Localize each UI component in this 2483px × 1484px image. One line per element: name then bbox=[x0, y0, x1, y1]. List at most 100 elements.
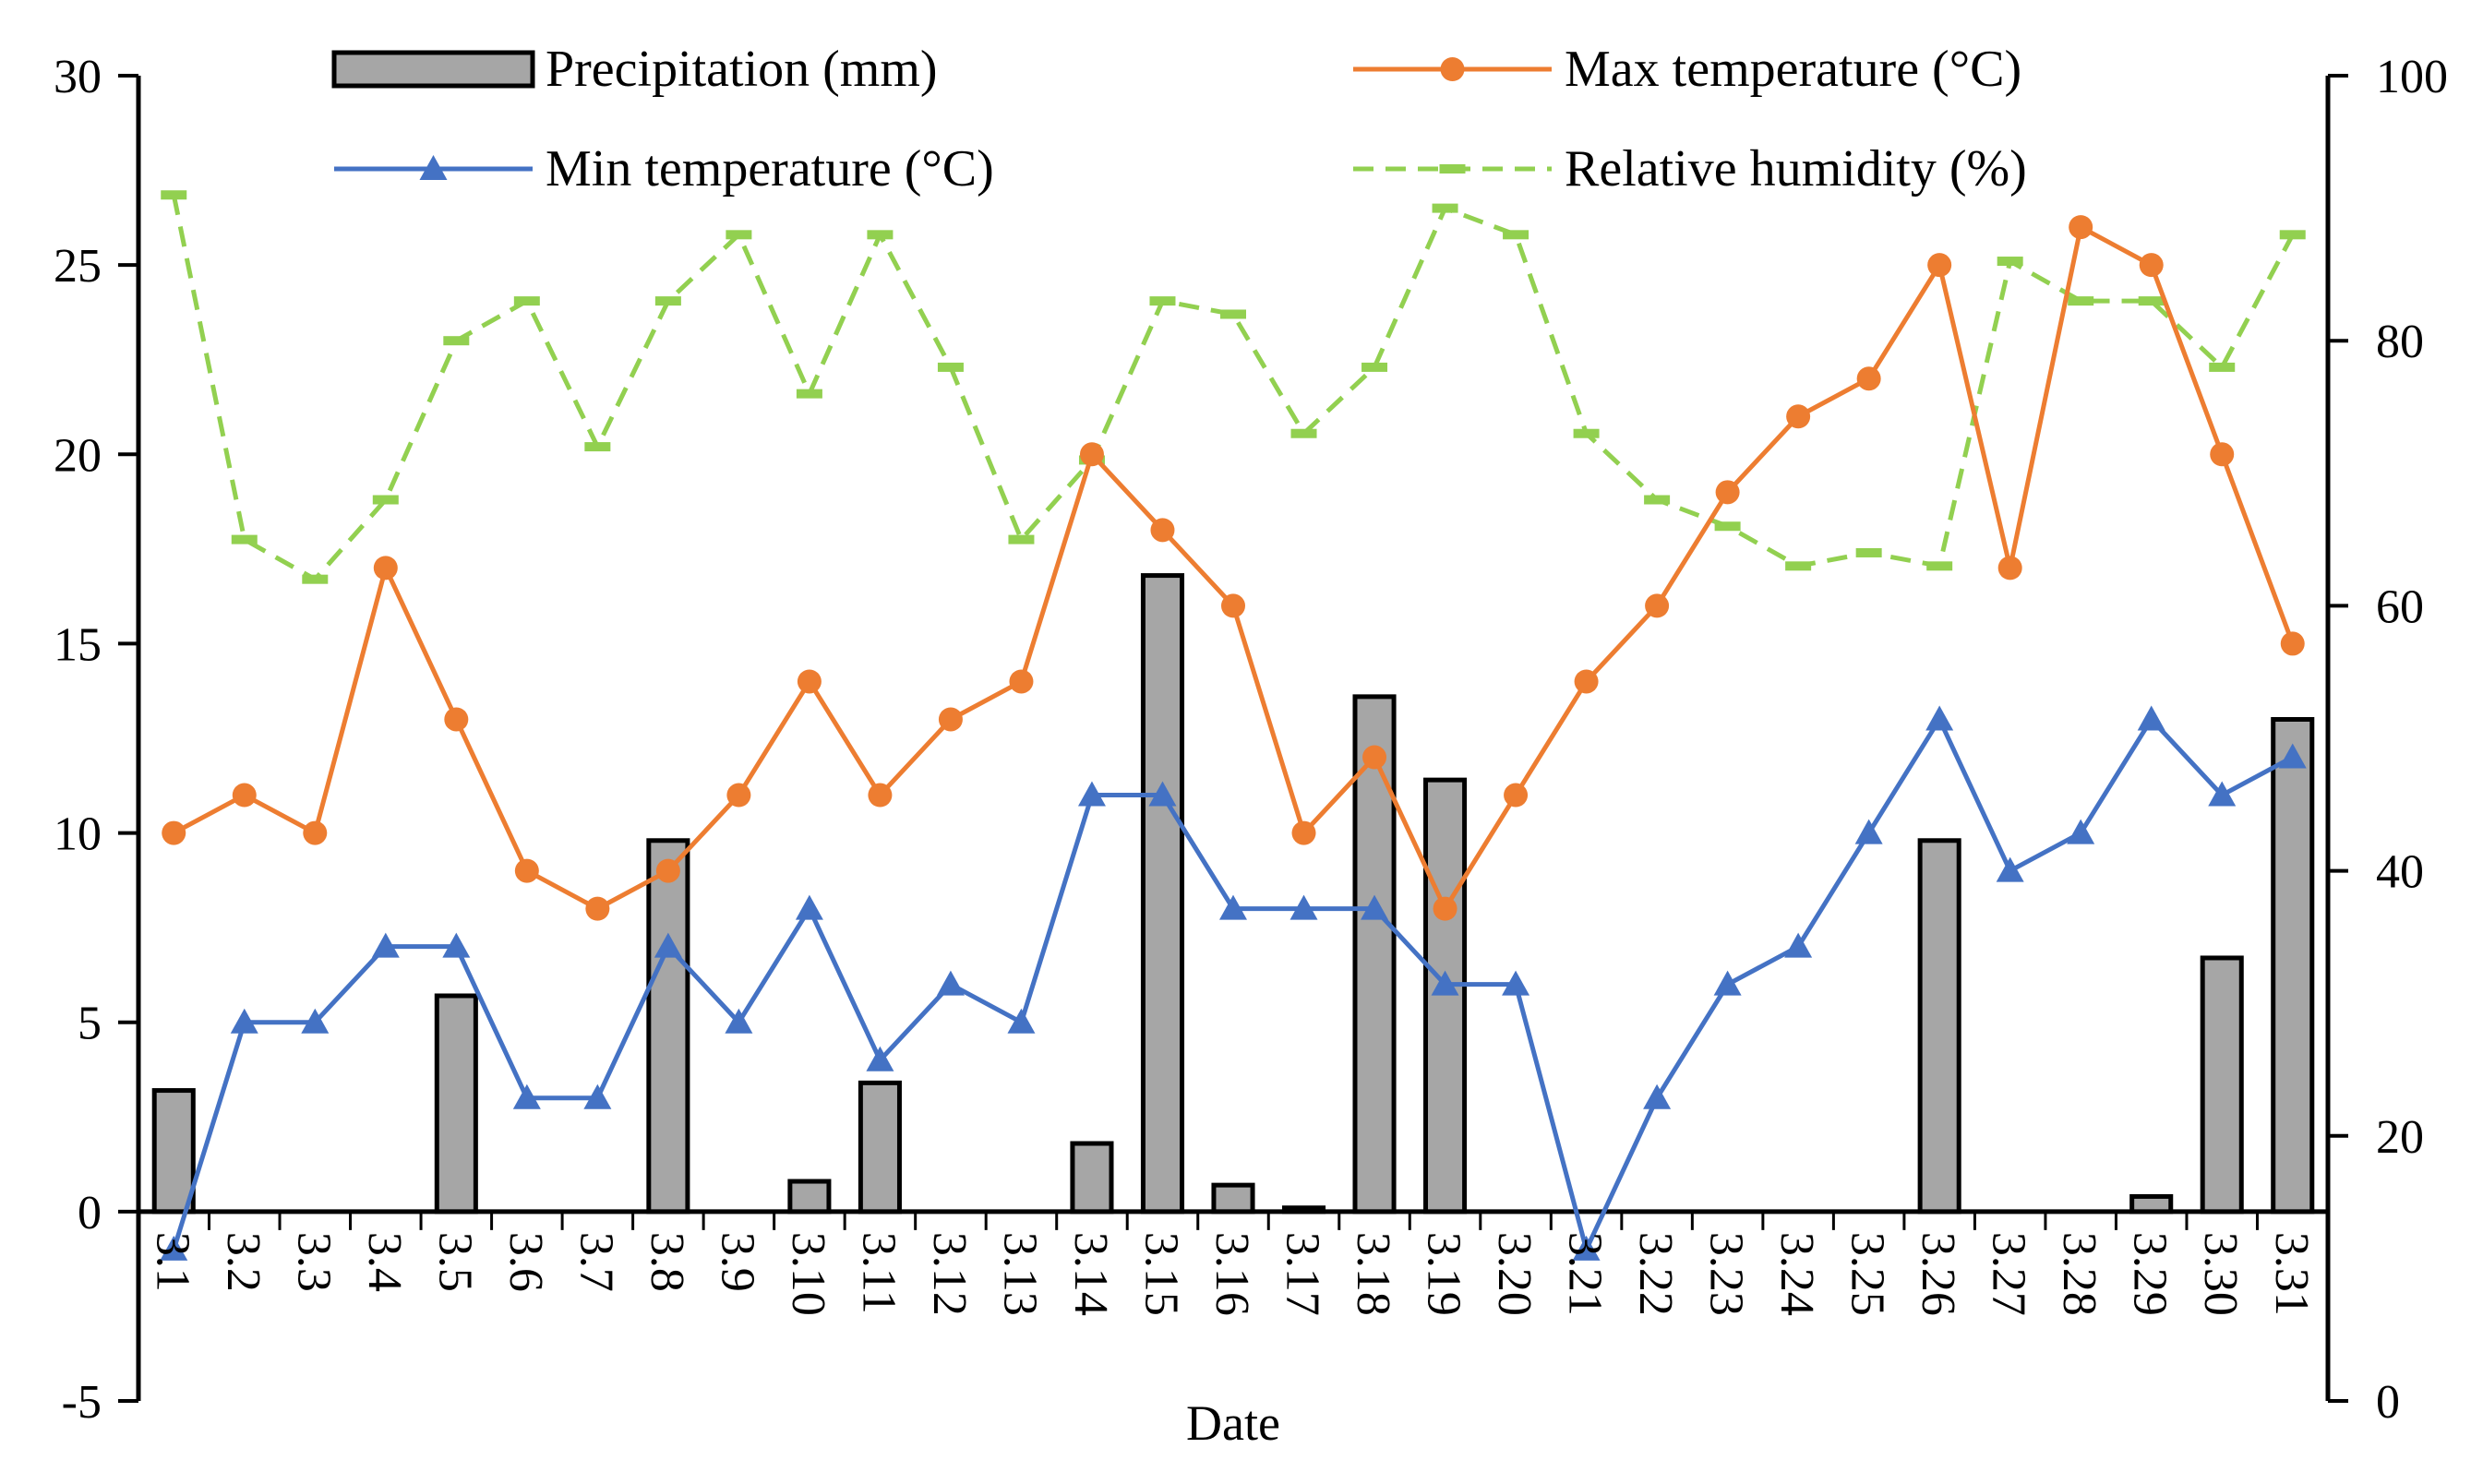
x-axis-tick-label: 3.8 bbox=[641, 1232, 693, 1292]
max-temp-point bbox=[514, 858, 539, 883]
series-3 bbox=[161, 190, 2306, 584]
right-axis-tick-label: 40 bbox=[2376, 846, 2424, 899]
precipitation-bar bbox=[1211, 1182, 1255, 1215]
x-axis-tick-label: 3.22 bbox=[1629, 1232, 1682, 1316]
humidity-point bbox=[1149, 296, 1176, 306]
max-temp-point bbox=[1997, 556, 2022, 580]
min-temp-point bbox=[2067, 819, 2095, 844]
max-temp-point bbox=[2280, 631, 2305, 656]
left-axis-tick-label: 25 bbox=[54, 240, 102, 293]
humidity-point bbox=[2138, 296, 2165, 306]
right-axis-tick-label: 80 bbox=[2376, 316, 2424, 368]
left-axis-tick-label: 30 bbox=[54, 51, 102, 103]
min-temp-point bbox=[301, 1008, 330, 1034]
max-temp-point bbox=[1440, 57, 1465, 81]
humidity-point bbox=[1644, 495, 1671, 505]
min-temp-point bbox=[1854, 819, 1883, 844]
precipitation-bar bbox=[858, 1080, 902, 1215]
right-axis-tick-label: 100 bbox=[2376, 51, 2448, 103]
x-axis-tick-label: 3.6 bbox=[499, 1232, 552, 1292]
legend-item: Min temperature (°C) bbox=[334, 140, 994, 197]
min-temp-point bbox=[419, 155, 448, 180]
line-series bbox=[160, 190, 2307, 1261]
humidity-point bbox=[1432, 203, 1458, 213]
right-axis-tick-label: 60 bbox=[2376, 580, 2424, 633]
left-axis-tick-label: 15 bbox=[54, 618, 102, 671]
humidity-point bbox=[726, 230, 752, 240]
x-axis-tick-label: 3.18 bbox=[1347, 1232, 1399, 1316]
max-temp-point bbox=[2139, 253, 2164, 278]
legend: Precipitation (mm) Max temperature (°C) Mi… bbox=[331, 41, 2027, 197]
x-axis-tick-labels: 3.1 3.2 3.3 3.4 3.5 3.6 3.7 3.8 3.9 3.10 3.11 3.12 3… bbox=[146, 1232, 2317, 1316]
max-temp-point bbox=[2210, 442, 2235, 467]
x-axis-tick-label: 3.14 bbox=[1064, 1232, 1117, 1316]
humidity-point bbox=[1785, 561, 1812, 571]
max-temp-point bbox=[1291, 820, 1316, 845]
precipitation-bar bbox=[2200, 955, 2244, 1215]
min-temp-point bbox=[936, 970, 965, 996]
humidity-point bbox=[302, 574, 329, 584]
min-temp-point bbox=[1643, 1083, 1672, 1109]
precipitation-bar bbox=[434, 993, 478, 1215]
precipitation-bar bbox=[2271, 716, 2315, 1215]
x-axis-tick-label: 3.23 bbox=[1700, 1232, 1753, 1316]
max-temp-point bbox=[1079, 442, 1104, 467]
max-temp-point bbox=[2069, 215, 2093, 240]
x-axis-tick-label: 3.5 bbox=[428, 1232, 481, 1292]
precipitation-bar bbox=[1281, 1205, 1326, 1215]
legend-label: Precipitation (mm) bbox=[546, 41, 938, 98]
max-temp-point bbox=[1786, 404, 1811, 429]
humidity-point bbox=[1220, 309, 1246, 319]
legend-label: Max temperature (°C) bbox=[1565, 41, 2021, 98]
right-axis-tick-label: 0 bbox=[2376, 1376, 2400, 1429]
min-temp-point bbox=[1077, 781, 1106, 807]
min-temp-point bbox=[583, 1083, 612, 1109]
x-axis-tick-label: 3.30 bbox=[2194, 1232, 2247, 1316]
legend-item: Relative humidity (%) bbox=[1353, 140, 2027, 197]
min-temp-point bbox=[1502, 970, 1530, 996]
x-axis-tick-label: 3.10 bbox=[782, 1232, 834, 1316]
humidity-point bbox=[372, 495, 399, 505]
max-temp-point bbox=[1715, 480, 1740, 505]
legend-swatch bbox=[331, 50, 535, 89]
x-axis-tick-label: 3.1 bbox=[146, 1232, 198, 1292]
left-axis-tick-label: 0 bbox=[78, 1187, 102, 1239]
x-axis-tick-label: 3.7 bbox=[570, 1232, 622, 1292]
humidity-point bbox=[1290, 428, 1317, 438]
min-temp-point bbox=[2208, 781, 2237, 807]
humidity-point bbox=[1855, 547, 1882, 557]
x-axis-tick-label: 3.19 bbox=[1418, 1232, 1470, 1316]
humidity-point bbox=[584, 442, 611, 452]
max-temp-point bbox=[868, 783, 893, 808]
max-temp-point bbox=[1362, 745, 1387, 770]
x-axis-tick-label: 3.24 bbox=[1770, 1232, 1823, 1316]
series-1 bbox=[162, 215, 2305, 921]
precipitation-bar bbox=[1423, 777, 1468, 1215]
humidity-point bbox=[513, 296, 540, 306]
left-axis-tick-label: 5 bbox=[78, 998, 102, 1050]
right-axis-tick-label: 20 bbox=[2376, 1111, 2424, 1164]
x-axis-title: Date bbox=[1186, 1395, 1280, 1451]
max-temp-point bbox=[232, 783, 257, 808]
precipitation-bar bbox=[151, 1088, 196, 1215]
legend-label: Min temperature (°C) bbox=[546, 140, 994, 197]
max-temp-point bbox=[1009, 669, 1034, 694]
x-axis-tick-label: 3.17 bbox=[1277, 1232, 1329, 1316]
humidity-point bbox=[1008, 534, 1035, 545]
max-temp-point bbox=[1856, 366, 1881, 391]
x-axis-tick-label: 3.2 bbox=[217, 1232, 270, 1292]
max-temp-point bbox=[1645, 593, 1670, 618]
min-temp-point bbox=[1572, 1235, 1601, 1261]
humidity-point bbox=[1503, 230, 1529, 240]
humidity-point bbox=[1573, 428, 1600, 438]
max-temp-point bbox=[1927, 253, 1952, 278]
legend-item: Precipitation (mm) bbox=[331, 41, 938, 98]
left-axis-tick-label: 10 bbox=[54, 808, 102, 861]
humidity-point bbox=[443, 336, 470, 346]
left-axis-tick-label: 20 bbox=[54, 429, 102, 482]
humidity-point bbox=[2068, 296, 2094, 306]
precipitation-bar bbox=[1140, 573, 1185, 1215]
humidity-point bbox=[654, 296, 681, 306]
precipitation-bar bbox=[2129, 1193, 2174, 1215]
